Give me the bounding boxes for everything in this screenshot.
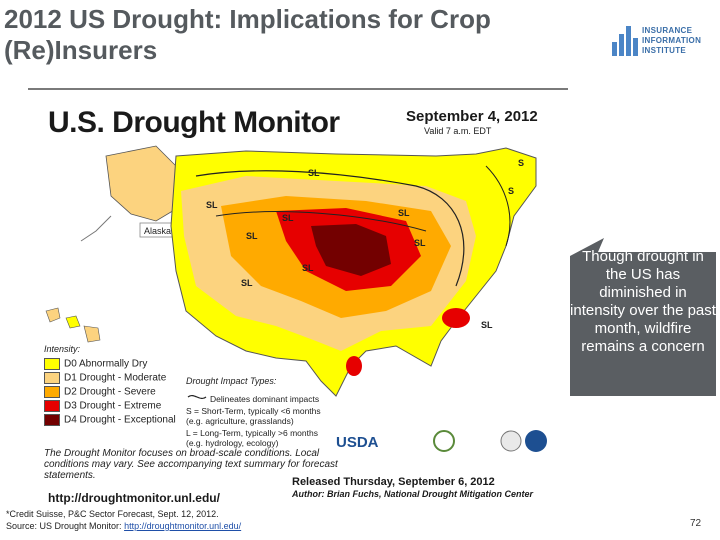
callout-bubble <box>570 238 716 396</box>
legend-label: D0 Abnormally Dry <box>64 358 148 370</box>
iii-logo-line: INFORMATION <box>642 36 702 45</box>
drought-monitor-map: U.S. Drought Monitor September 4, 2012 V… <box>36 96 566 516</box>
hawaii-shape <box>65 315 81 329</box>
callout-shape <box>570 238 716 396</box>
footnote-source-prefix: Source: US Drought Monitor: <box>6 521 125 531</box>
impact-line-symbol <box>187 394 207 400</box>
impact-types-line: L = Long-Term, typically >6 months <box>186 428 318 438</box>
legend-label: D2 Drought - Severe <box>64 386 156 398</box>
drought-d4-zone <box>311 224 391 276</box>
impact-types-line: (e.g. hydrology, ecology) <box>186 438 279 448</box>
impact-types-line: S = Short-Term, typically <6 months <box>186 406 321 416</box>
legend-label: D1 Drought - Moderate <box>64 372 167 384</box>
hawaii-shape <box>83 325 101 343</box>
legend-item: D1 Drought - Moderate <box>44 372 166 384</box>
impact-label: SL <box>308 168 320 178</box>
iii-logo-text: INSURANCE INFORMATION INSTITUTE <box>642 26 701 56</box>
hawaii-shape <box>45 307 61 323</box>
map-heading: U.S. Drought Monitor <box>48 106 340 139</box>
doc-seal-icon <box>500 430 522 452</box>
map-author: Author: Brian Fuchs, National Drought Mi… <box>292 489 533 499</box>
impact-label: SL <box>302 263 314 273</box>
legend-swatch <box>44 386 60 398</box>
callout-text: Though drought in the US has diminished … <box>570 248 716 355</box>
impact-label: SL <box>481 320 493 330</box>
impact-label: SL <box>241 278 253 288</box>
impact-types-line: Delineates dominant impacts <box>210 394 320 404</box>
impact-label: SL <box>398 208 410 218</box>
legend-title: Intensity: <box>44 344 81 354</box>
page-number: 72 <box>690 518 702 529</box>
drought-d3-texas <box>346 356 362 376</box>
impact-label: SL <box>206 200 218 210</box>
legend-swatch <box>44 358 60 370</box>
impact-types-line: (e.g. agriculture, grasslands) <box>186 416 294 426</box>
noaa-logo-icon <box>525 430 547 452</box>
legend-item: D4 Drought - Exceptional <box>44 414 176 426</box>
impact-boundary-line <box>485 165 511 247</box>
map-valid-time: Valid 7 a.m. EDT <box>424 126 492 136</box>
legend-label: D3 Drought - Extreme <box>64 400 162 412</box>
footnote: *Credit Suisse, P&C Sector Forecast, Sep… <box>6 508 241 532</box>
iii-logo-line: INSTITUTE <box>642 46 687 55</box>
footnote-source-link[interactable]: http://droughtmonitor.unl.edu/ <box>124 521 242 531</box>
impact-label: S <box>518 158 524 168</box>
title-divider <box>28 88 568 90</box>
legend-label: D4 Drought - Exceptional <box>64 414 176 426</box>
drought-d3-southeast <box>442 308 470 328</box>
footnote-source: Source: US Drought Monitor: http://droug… <box>6 520 241 532</box>
impact-types-title: Drought Impact Types: <box>186 376 277 386</box>
impact-label: SL <box>414 238 426 248</box>
iii-logo-mark-icon <box>612 26 638 56</box>
legend-item: D0 Abnormally Dry <box>44 358 147 370</box>
map-release-date: Released Thursday, September 6, 2012 <box>292 476 495 488</box>
ndmc-logo-icon <box>433 430 455 452</box>
alaska-shape <box>105 145 182 222</box>
legend-swatch <box>44 400 60 412</box>
us-drought-map-graphic: Alaska SL SL SL SL SL SL SL SL S S SL <box>45 145 547 452</box>
slide-title: 2012 US Drought: Implications for Crop (… <box>4 4 491 65</box>
impact-label: SL <box>282 213 294 223</box>
legend-item: D2 Drought - Severe <box>44 386 156 398</box>
alaska-label: Alaska <box>144 226 171 236</box>
alaska-chain <box>80 215 112 242</box>
iii-logo: INSURANCE INFORMATION INSTITUTE <box>612 24 712 60</box>
footnote-credit: *Credit Suisse, P&C Sector Forecast, Sep… <box>6 509 219 519</box>
impact-label: S <box>508 186 514 196</box>
legend-swatch <box>44 414 60 426</box>
legend-item: D3 Drought - Extreme <box>44 400 161 412</box>
impact-label: SL <box>246 231 258 241</box>
map-url: http://droughtmonitor.unl.edu/ <box>48 491 220 505</box>
legend-swatch <box>44 372 60 384</box>
iii-logo-line: INSURANCE <box>642 26 693 35</box>
map-focus-note: The Drought Monitor focuses on broad-sca… <box>44 448 338 481</box>
impact-boundary-line <box>195 170 465 287</box>
usda-logo-text: USDA <box>336 434 379 451</box>
map-date: September 4, 2012 <box>406 108 538 125</box>
impact-boundary-line <box>215 211 427 232</box>
